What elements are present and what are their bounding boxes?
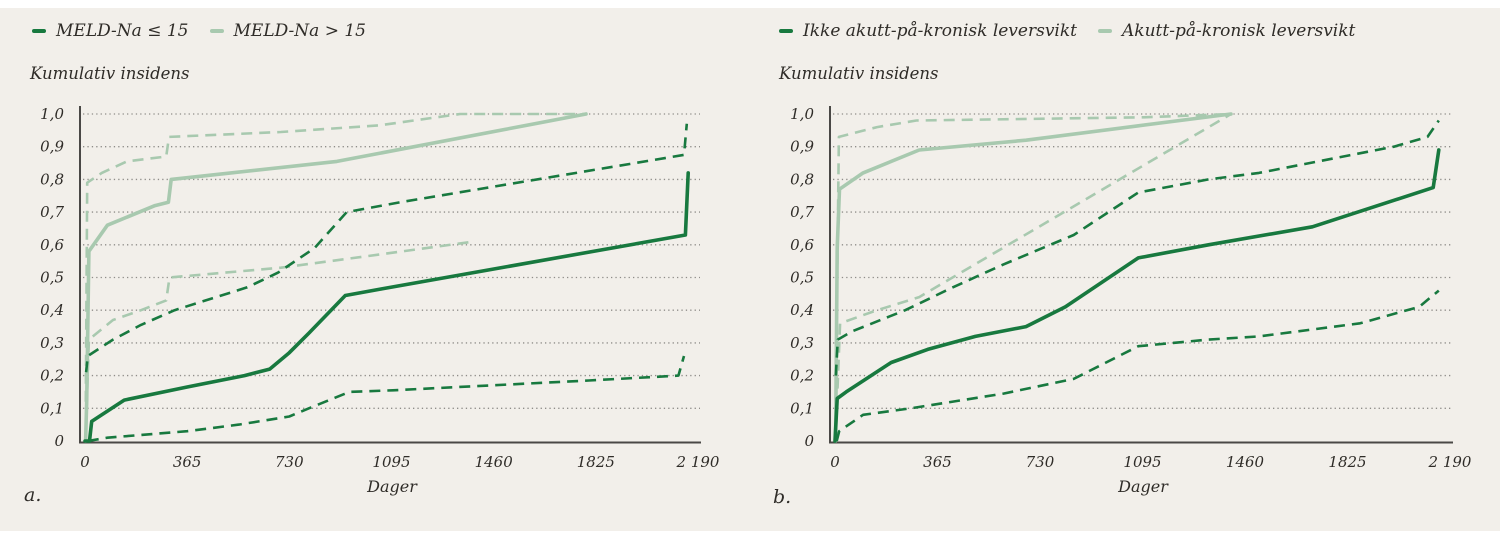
x-tick-label: 1460 [475,453,514,471]
y-tick-label: 0,2 [40,367,64,385]
x-tick-label: 1825 [1328,453,1366,471]
y-tick-label: 0 [804,432,814,450]
dark-green-line-swatch-icon [32,29,46,33]
x-tick-label: 730 [275,453,304,471]
series-b-estimate [833,112,1233,443]
series-a-ci-lower [84,240,475,425]
light-green-line-swatch-icon [1098,29,1113,33]
legend-label: Akutt-på-kronisk leversvikt [1122,21,1356,41]
y-tick-label: 0,9 [40,138,64,156]
panel-label-a: a. [24,484,42,506]
y-tick-label: 0,5 [790,269,814,287]
x-axis-title-chart-a: Dager [367,477,417,496]
legend-label: MELD-Na ≤ 15 [56,21,189,41]
y-tick-label: 0,1 [40,399,64,417]
y-tick-label: 1,0 [40,105,64,123]
y-tick-label: 0,4 [40,301,64,319]
y-tick-label: 0,3 [790,334,814,352]
x-axis-title-chart-b: Dager [1118,477,1168,496]
dark-green-line-swatch-icon [779,29,793,33]
x-tick-label: 0 [830,453,840,471]
legend-chart-a: MELD-Na ≤ 15 MELD-Na > 15 [32,21,366,41]
y-tick-label: 0,6 [790,236,814,254]
y-tick-label: 0,8 [40,170,64,188]
series-b-ci-upper [834,119,1440,376]
series-b-ci-upper [834,112,1232,373]
series-a-ci-upper [84,123,689,373]
legend-item-akutt: Akutt-på-kronisk leversvikt [1098,21,1355,41]
x-tick-label: 1460 [1226,453,1265,471]
y-tick-label: 0,9 [790,138,814,156]
series-b-ci-lower [835,289,1440,442]
x-tick-label: 2 190 [676,453,720,471]
x-tick-label: 365 [923,453,952,471]
series-a-ci-upper [84,112,586,402]
y-tick-label: 0,7 [40,203,64,221]
y-tick-label: 0,1 [790,399,814,417]
light-green-line-swatch-icon [209,29,224,33]
legend-label: Ikke akutt-på-kronisk leversvikt [803,21,1078,41]
x-tick-label: 1095 [1123,453,1161,471]
legend-chart-b: Ikke akutt-på-kronisk leversvikt Akutt-p… [779,21,1355,41]
y-axis-title-chart-b: Kumulativ insidens [779,64,939,83]
legend-item-meldna-gt15: MELD-Na > 15 [209,21,367,41]
y-tick-label: 1,0 [790,105,814,123]
x-tick-label: 2 190 [1428,453,1472,471]
x-tick-label: 1095 [372,453,410,471]
series-a-ci-lower [87,355,686,443]
y-tick-label: 0,7 [790,203,814,221]
x-tick-label: 730 [1026,453,1055,471]
series-a-estimate [83,171,691,443]
y-axis-title-chart-a: Kumulativ insidens [30,64,190,83]
y-tick-label: 0,8 [790,170,814,188]
legend-item-ikke-akutt: Ikke akutt-på-kronisk leversvikt [779,21,1077,41]
y-tick-label: 0,2 [790,367,814,385]
y-tick-label: 0 [54,432,64,450]
y-tick-label: 0,5 [40,269,64,287]
x-tick-label: 1825 [577,453,615,471]
y-tick-label: 0,3 [40,334,64,352]
y-tick-label: 0,6 [40,236,64,254]
legend-label: MELD-Na > 15 [233,21,367,41]
y-tick-label: 0,4 [790,301,814,319]
series-b-estimate [833,148,1441,443]
panel-label-b: b. [773,486,792,508]
x-tick-label: 0 [80,453,90,471]
x-tick-label: 365 [173,453,202,471]
legend-item-meldna-le15: MELD-Na ≤ 15 [32,21,189,41]
